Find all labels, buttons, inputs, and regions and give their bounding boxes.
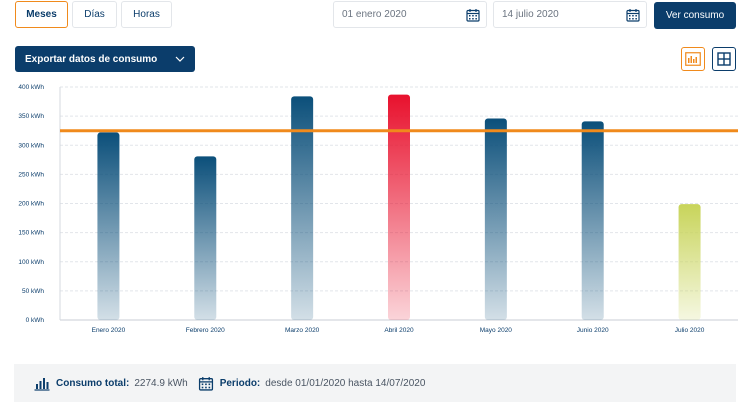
y-tick-label: 200 kWh	[18, 201, 44, 208]
date-from-field[interactable]: 01 enero 2020	[333, 1, 487, 28]
consumption-bar-chart: 0 kWh 50 kWh 100 kWh 150 kWh 200 kWh 250 kWh 3…	[18, 84, 738, 334]
bar-chart-icon	[685, 52, 701, 66]
y-tick-label: 350 kWh	[18, 113, 44, 120]
summary-bar: Consumo total: 2274.9 kWh Periodo: desde…	[14, 364, 736, 402]
calendar-icon[interactable]	[626, 8, 640, 22]
period-value: desde 01/01/2020 hasta 14/07/2020	[265, 377, 426, 389]
export-dropdown-button[interactable]: Exportar datos de consumo	[15, 46, 195, 72]
bar-chart-icon	[34, 377, 50, 391]
calendar-icon	[198, 376, 213, 391]
chart-view-button[interactable]	[681, 47, 705, 71]
bar-3[interactable]	[388, 94, 410, 320]
date-to-field[interactable]: 14 julio 2020	[493, 1, 647, 28]
total-value: 2274.9 kWh	[134, 377, 188, 389]
x-tick-label: Enero 2020	[92, 327, 126, 334]
y-tick-label: 150 kWh	[18, 230, 44, 237]
y-tick-label: 100 kWh	[18, 259, 44, 266]
x-tick-label: Marzo 2020	[285, 327, 320, 334]
bar-4[interactable]	[484, 118, 507, 320]
table-view-button[interactable]	[712, 47, 736, 71]
period-toggle: Meses Días Horas	[15, 1, 172, 28]
ver-consumo-button[interactable]: Ver consumo	[654, 2, 736, 29]
bar-1[interactable]	[194, 156, 217, 320]
x-tick-label: Febrero 2020	[186, 327, 225, 334]
y-tick-label: 0 kWh	[26, 317, 45, 324]
y-tick-label: 300 kWh	[18, 142, 44, 149]
bar-2[interactable]	[291, 96, 314, 320]
x-tick-label: Julio 2020	[675, 327, 705, 334]
x-tick-label: Mayo 2020	[480, 327, 513, 334]
x-tick-label: Abril 2020	[384, 327, 414, 334]
date-to-value: 14 julio 2020	[502, 9, 559, 20]
date-from-value: 01 enero 2020	[342, 9, 407, 20]
calendar-icon[interactable]	[466, 8, 480, 22]
y-tick-label: 250 kWh	[18, 171, 44, 178]
bar-0[interactable]	[97, 132, 120, 320]
y-tick-label: 50 kWh	[22, 288, 44, 295]
tab-horas[interactable]: Horas	[121, 1, 172, 28]
x-tick-label: Junio 2020	[577, 327, 609, 334]
chevron-down-icon	[175, 56, 185, 62]
total-label: Consumo total:	[56, 377, 130, 389]
bar-5[interactable]	[581, 121, 604, 321]
export-label: Exportar datos de consumo	[25, 53, 158, 65]
tab-dias[interactable]: Días	[72, 1, 117, 28]
period-label: Periodo:	[219, 377, 261, 389]
y-tick-label: 400 kWh	[18, 84, 44, 91]
bar-6[interactable]	[678, 204, 701, 320]
grid-icon	[717, 52, 731, 66]
tab-meses[interactable]: Meses	[15, 1, 68, 28]
